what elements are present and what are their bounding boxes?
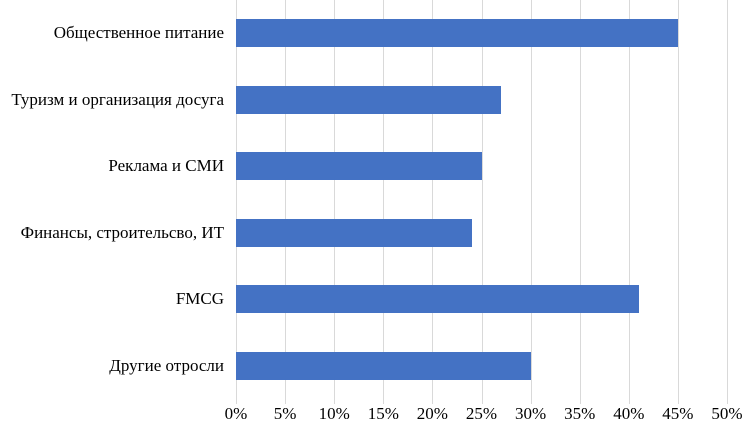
category-label: Туризм и организация досуга <box>11 89 224 109</box>
axis-tick <box>677 399 679 404</box>
axis-tick <box>727 399 728 404</box>
gridline <box>530 0 532 399</box>
x-axis-tick-label: 20% <box>416 404 448 423</box>
category-label: Финансы, строительсво, ИТ <box>20 222 224 242</box>
axis-tick <box>579 399 581 404</box>
x-axis-tick-label: 35% <box>564 404 596 423</box>
axis-tick <box>236 399 237 404</box>
axis-tick <box>628 399 630 404</box>
axis-tick <box>432 399 434 404</box>
x-axis-tick-label: 10% <box>318 404 350 423</box>
gridline <box>236 0 237 399</box>
x-axis-tick-label: 25% <box>465 404 498 423</box>
gridline <box>481 0 483 399</box>
gridline <box>432 0 434 399</box>
x-axis-tick-label: 50% <box>711 404 743 423</box>
category-label: FMCG <box>175 289 224 309</box>
category-label: Общественное питание <box>53 23 224 43</box>
bar <box>236 285 639 314</box>
axis-tick <box>481 399 483 404</box>
bar <box>236 85 502 114</box>
axis-tick <box>334 399 336 404</box>
axis-tick <box>383 399 385 404</box>
gridline <box>677 0 679 399</box>
gridline <box>334 0 336 399</box>
gridline <box>727 0 728 399</box>
axis-tick <box>285 399 287 404</box>
bar <box>236 19 678 48</box>
bar <box>236 351 531 380</box>
gridline <box>383 0 385 399</box>
bar <box>236 152 482 181</box>
x-axis-tick-label: 0% <box>224 404 248 423</box>
bar <box>236 218 472 247</box>
x-axis-tick-label: 30% <box>515 404 547 423</box>
x-axis-tick-label: 15% <box>367 404 399 423</box>
axis-tick <box>530 399 532 404</box>
gridline <box>579 0 581 399</box>
x-axis-tick-label: 40% <box>613 404 645 423</box>
gridline <box>285 0 287 399</box>
x-axis-tick-label: 45% <box>662 404 694 423</box>
category-label: Другие отросли <box>109 355 224 375</box>
category-label: Реклама и СМИ <box>108 156 224 176</box>
x-axis-tick-label: 5% <box>273 404 297 423</box>
gridline <box>628 0 630 399</box>
